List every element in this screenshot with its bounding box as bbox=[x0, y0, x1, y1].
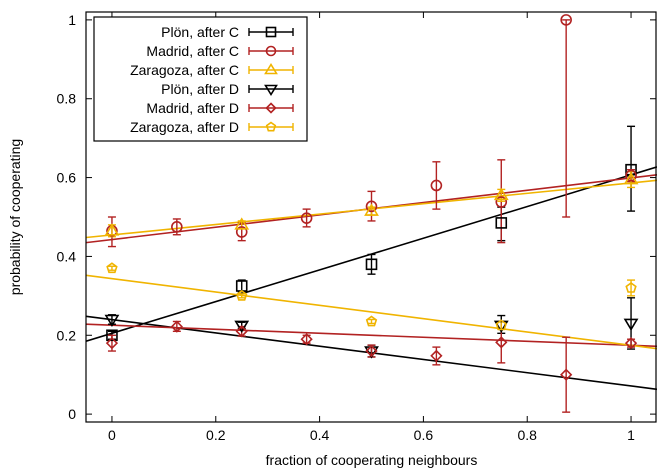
plot-frame bbox=[85, 11, 657, 423]
series-3-point bbox=[104, 223, 120, 236]
series-5-point bbox=[300, 333, 313, 346]
y-tick-label: 0.2 bbox=[57, 327, 77, 343]
series-2-point bbox=[235, 226, 248, 238]
series-4-point bbox=[493, 320, 509, 333]
legend-marker bbox=[264, 62, 278, 75]
series-6-point bbox=[106, 262, 118, 274]
series-2-point bbox=[560, 14, 572, 26]
series-5-point bbox=[560, 368, 573, 381]
x-tick-label: 0.2 bbox=[206, 427, 226, 443]
x-tick-label: 0 bbox=[108, 427, 116, 443]
series-5-point bbox=[624, 337, 638, 350]
series-1-point bbox=[365, 258, 378, 271]
series-4-point bbox=[234, 320, 250, 333]
legend-marker bbox=[265, 45, 277, 57]
data-markers bbox=[104, 14, 639, 381]
series-3-point bbox=[493, 187, 509, 201]
y-tick-label: 0.6 bbox=[57, 170, 77, 186]
series-2-point bbox=[625, 169, 637, 182]
legend-label: Zaragoza, after D bbox=[130, 119, 239, 135]
legend-label: Zaragoza, after C bbox=[130, 62, 239, 78]
series-2-point bbox=[430, 179, 443, 192]
series-5-point bbox=[170, 320, 183, 333]
series-5-point bbox=[105, 337, 119, 350]
x-tick-label: 0.6 bbox=[414, 427, 434, 443]
series-4-point bbox=[104, 314, 120, 328]
series-6-point bbox=[495, 319, 507, 331]
series-1-point bbox=[495, 217, 508, 229]
x-tick-label: 1 bbox=[627, 427, 635, 443]
series-3-point bbox=[364, 203, 379, 216]
x-axis-ticks: 0 0.2 0.4 0.6 0.8 1 bbox=[108, 12, 635, 443]
y-axis-label: probability of cooperating bbox=[7, 139, 23, 295]
series-5-point bbox=[495, 336, 508, 349]
series-2-point bbox=[171, 221, 183, 233]
series-6-point bbox=[365, 315, 378, 327]
series-1-point bbox=[106, 329, 118, 342]
series-5-point bbox=[365, 344, 378, 358]
series-3-point bbox=[234, 217, 250, 230]
legend-marker bbox=[265, 102, 277, 114]
series-3-point bbox=[623, 171, 639, 185]
legend: Plön, after C Madrid, after C Zaragoza, af… bbox=[93, 16, 308, 142]
x-tick-label: 0.8 bbox=[517, 427, 537, 443]
legend-label: Plön, after D bbox=[161, 81, 239, 97]
x-axis-label: fraction of cooperating neighbours bbox=[266, 452, 478, 468]
x-tick-label: 0.4 bbox=[310, 427, 330, 443]
legend-label: Madrid, after D bbox=[146, 100, 239, 116]
legend-label: Plön, after C bbox=[161, 24, 239, 40]
legend-marker bbox=[264, 84, 278, 97]
series-6-point bbox=[236, 289, 248, 301]
series-6-fit-line bbox=[86, 274, 657, 350]
series-5-fit-line bbox=[86, 323, 657, 348]
series-2-point bbox=[495, 196, 508, 208]
legend-label: Madrid, after C bbox=[146, 43, 239, 59]
y-tick-label: 0 bbox=[68, 406, 76, 422]
series-4-point bbox=[623, 318, 639, 331]
series-5-point bbox=[430, 349, 443, 362]
legend-box bbox=[93, 16, 308, 142]
y-tick-label: 1 bbox=[68, 12, 76, 28]
y-axis-ticks: 0 0.2 0.4 0.6 0.8 1 bbox=[57, 12, 656, 422]
series-6-point bbox=[625, 281, 637, 293]
series-2-point bbox=[300, 212, 313, 224]
y-tick-label: 0.8 bbox=[57, 91, 77, 107]
legend-marker bbox=[265, 26, 277, 38]
series-5-point bbox=[235, 325, 248, 338]
legend-marker bbox=[265, 121, 277, 132]
y-tick-label: 0.4 bbox=[57, 248, 77, 264]
series-2-point bbox=[365, 200, 378, 213]
